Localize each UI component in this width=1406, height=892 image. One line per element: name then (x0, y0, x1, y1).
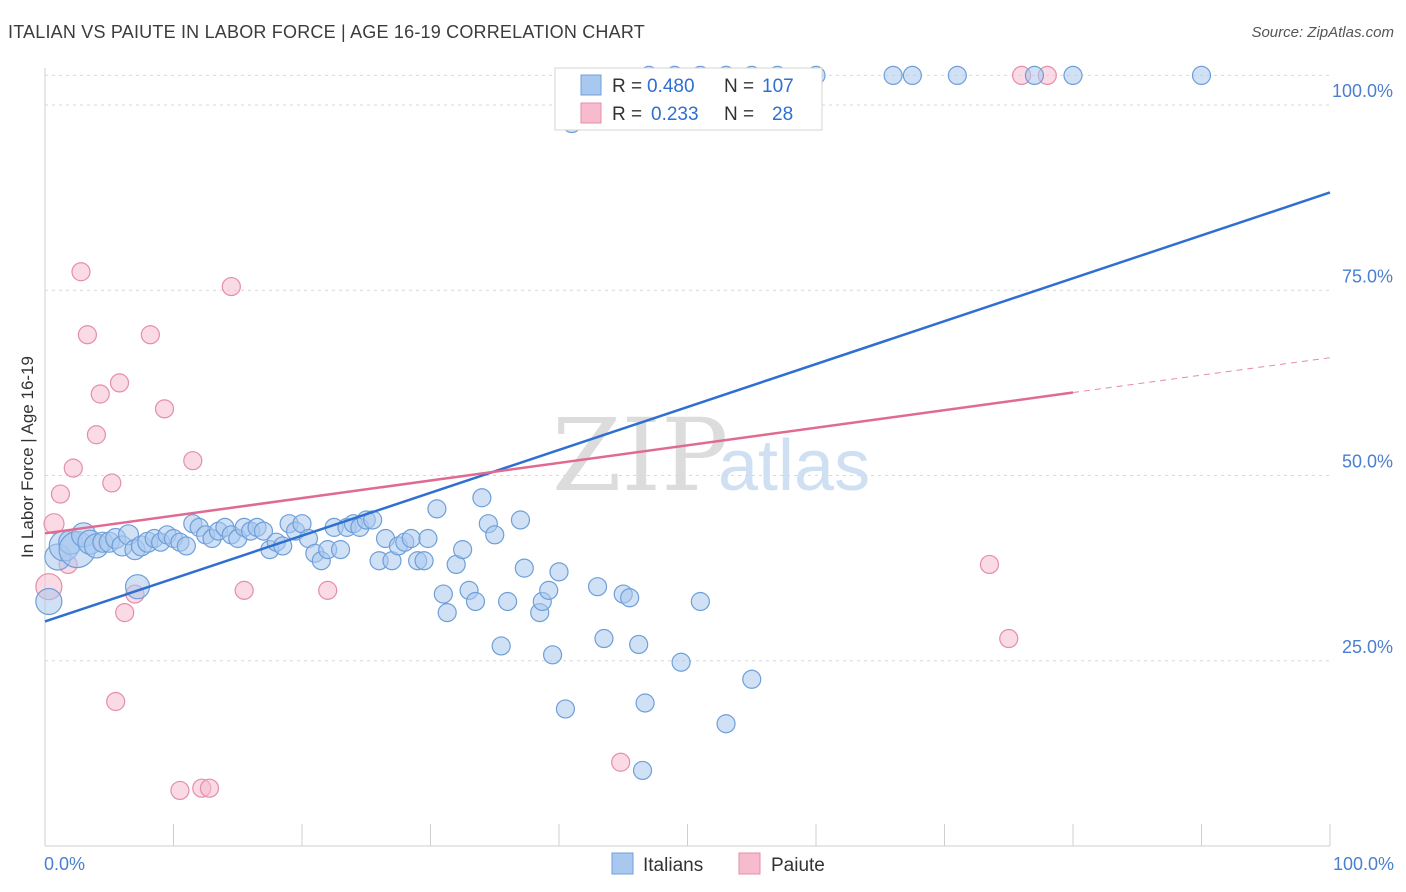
italians-bottom-swatch (611, 852, 634, 875)
paiute-legend-swatch (580, 102, 602, 124)
italians-point (632, 760, 653, 781)
paiute-point (999, 628, 1019, 649)
italians-point (418, 528, 438, 549)
paiute-point (86, 425, 107, 445)
paiute-point (140, 325, 160, 345)
paiute-point (115, 602, 135, 623)
trend-lines (44, 191, 1331, 623)
italians-point (485, 525, 505, 545)
stats-legend: R = 0.480 N = 107 R = 0.233 N = 28 (554, 67, 823, 131)
italians-series (35, 65, 1212, 781)
italians-point (539, 580, 559, 600)
paiute-point (221, 276, 241, 297)
paiute-n-value: 28 (772, 104, 793, 125)
paiute-point (170, 780, 190, 801)
italians-n-label: N = (724, 76, 754, 97)
italians-n-value: 107 (762, 76, 794, 97)
paiute-point (199, 778, 220, 798)
italians-point (1191, 65, 1212, 86)
italians-point (947, 65, 967, 86)
chart-title: ITALIAN VS PAIUTE IN LABOR FORCE | AGE 1… (8, 22, 645, 42)
paiute-point (154, 399, 175, 419)
italians-r-label: R = (612, 76, 642, 97)
paiute-point (43, 513, 65, 535)
x-tick-label-max: 100.0% (1333, 854, 1394, 874)
italians-point (514, 558, 534, 578)
paiute-point (183, 451, 203, 471)
italians-point (549, 562, 569, 582)
paiute-point (50, 484, 71, 504)
gridlines (45, 74, 1330, 662)
paiute-point (71, 262, 91, 282)
italians-point (453, 540, 473, 560)
paiute-legend-label: Paiute (771, 855, 825, 876)
italians-point (629, 634, 649, 655)
italians-point (716, 714, 736, 734)
italians-point (330, 540, 351, 560)
series-legend: Italians Paiute (611, 852, 825, 876)
paiute-point (109, 373, 130, 393)
italians-point (902, 65, 922, 86)
x-tick-label-min: 0.0% (44, 854, 85, 874)
watermark: ZIP atlas (552, 397, 870, 514)
y-tick-labels: 25.0% 50.0% 75.0% 100.0% (1332, 81, 1393, 657)
italians-point (253, 521, 274, 541)
paiute-point (90, 384, 110, 404)
paiute-trend-line (44, 391, 1074, 535)
italians-point (465, 591, 486, 612)
source-label: Source: ZipAtlas.com (1251, 24, 1394, 41)
paiute-point (234, 580, 254, 600)
italians-point (491, 636, 511, 656)
paiute-point (318, 580, 338, 600)
italians-point (510, 510, 531, 530)
italians-point (742, 669, 762, 689)
italians-r-value: 0.480 (647, 76, 695, 97)
italians-point (414, 551, 434, 571)
italians-point (433, 584, 453, 604)
italians-legend-label: Italians (643, 855, 703, 876)
paiute-point (106, 691, 126, 712)
watermark-zip: ZIP (552, 397, 728, 514)
paiute-point (77, 325, 98, 345)
watermark-atlas: atlas (718, 426, 870, 506)
y-tick-label: 25.0% (1342, 637, 1393, 657)
paiute-r-value: 0.233 (651, 104, 699, 125)
paiute-point (979, 554, 1000, 575)
italians-point (1024, 65, 1045, 86)
italians-point (690, 591, 710, 612)
paiute-point (611, 752, 631, 772)
paiute-point (63, 458, 83, 478)
paiute-trend-extension (1072, 357, 1331, 394)
italians-point (35, 587, 63, 616)
x-axis-ticks (44, 824, 1331, 846)
italians-point (1063, 65, 1083, 86)
paiute-bottom-swatch (738, 852, 761, 875)
paiute-r-label: R = (612, 104, 642, 125)
y-axis-label: In Labor Force | Age 16-19 (18, 356, 37, 558)
paiute-n-label: N = (724, 104, 754, 125)
italians-trend-line (44, 191, 1331, 623)
italians-point (883, 65, 903, 86)
italians-point (671, 652, 691, 672)
paiute-series (35, 65, 1057, 801)
paiute-point (102, 473, 122, 493)
italians-point (542, 645, 563, 665)
italians-point (437, 602, 457, 623)
italians-point (401, 528, 421, 549)
italians-point (635, 693, 655, 713)
italians-point (472, 488, 492, 508)
italians-point (620, 588, 640, 608)
italians-point (555, 699, 576, 719)
italians-point (587, 577, 608, 597)
y-tick-label: 100.0% (1332, 81, 1393, 101)
italians-point (498, 591, 518, 612)
italians-legend-swatch (580, 74, 602, 96)
italians-point (594, 628, 614, 649)
y-tick-label: 50.0% (1342, 452, 1393, 472)
y-tick-label: 75.0% (1342, 266, 1393, 286)
italians-point (427, 499, 447, 519)
italians-point (176, 536, 196, 556)
